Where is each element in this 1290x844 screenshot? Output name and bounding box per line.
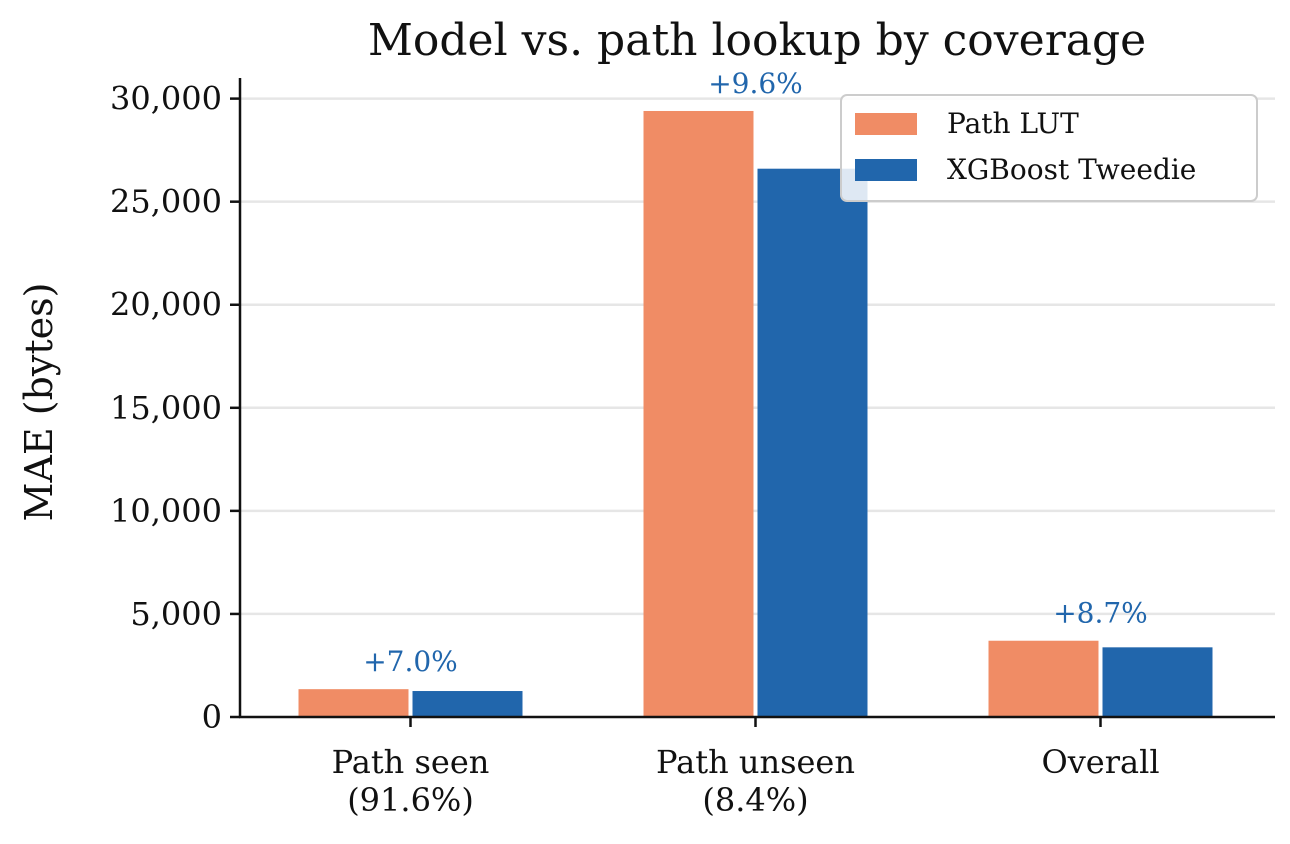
y-tick-label: 10,000 — [110, 492, 222, 530]
bar — [412, 691, 523, 717]
bar-annotation: +9.6% — [708, 67, 803, 100]
x-tick-label: Path unseen (8.4%) — [656, 743, 855, 819]
x-tick-label-line: Path unseen — [656, 743, 855, 781]
bar — [988, 640, 1099, 717]
bar — [1102, 647, 1213, 717]
x-tick-label: Overall — [1041, 743, 1159, 781]
y-axis-label: MAE (bytes) — [17, 283, 61, 522]
axes — [230, 78, 1275, 727]
legend-swatch — [855, 159, 917, 181]
legend-label: Path LUT — [947, 107, 1079, 140]
bar-annotation: +8.7% — [1053, 597, 1148, 630]
y-tick-label: 30,000 — [110, 80, 222, 118]
x-tick-label: Path seen (91.6%) — [332, 743, 490, 819]
x-tick-label-line: Overall — [1041, 743, 1159, 781]
legend: Path LUT XGBoost Tweedie — [840, 94, 1258, 202]
bar-annotations: +7.0% +9.6% +8.7% — [363, 67, 1148, 678]
bars — [298, 110, 1213, 717]
tick-labels: 0 5,000 10,000 15,000 20,000 25,000 30,000 Path… — [110, 80, 1160, 819]
bar — [757, 168, 868, 717]
x-tick-label-line: (91.6%) — [347, 781, 474, 819]
bar — [643, 110, 754, 717]
y-tick-label: 20,000 — [110, 286, 222, 324]
bar-annotation: +7.0% — [363, 645, 458, 678]
y-tick-label: 0 — [202, 698, 222, 736]
y-tick-label: 15,000 — [110, 389, 222, 427]
bar — [298, 689, 409, 717]
x-tick-label-line: (8.4%) — [702, 781, 808, 819]
y-tick-label: 25,000 — [110, 183, 222, 221]
legend-label: XGBoost Tweedie — [947, 153, 1196, 186]
legend-box — [840, 94, 1258, 202]
x-tick-label-line: Path seen — [332, 743, 490, 781]
chart-title: Model vs. path lookup by coverage — [368, 15, 1146, 66]
y-tick-label: 5,000 — [130, 595, 222, 633]
legend-swatch — [855, 113, 917, 135]
